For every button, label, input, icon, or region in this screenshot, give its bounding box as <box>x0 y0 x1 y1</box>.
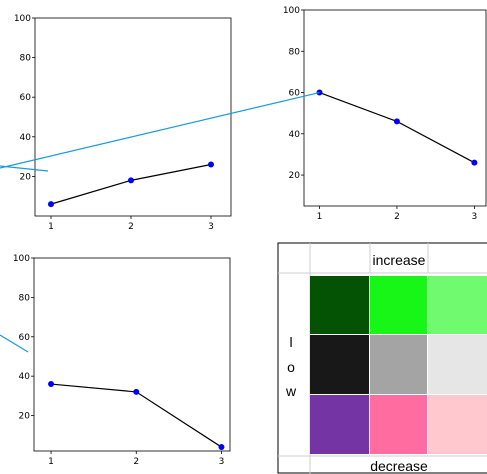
color-cell <box>310 276 369 334</box>
color-cell <box>310 335 369 394</box>
x-tick-label: 3 <box>219 457 225 467</box>
y-tick-label: 60 <box>19 333 31 343</box>
color-cell <box>428 335 487 394</box>
y-tick-label: 80 <box>289 47 301 57</box>
x-tick-label: 2 <box>133 457 139 467</box>
data-point <box>48 201 54 208</box>
line-chart-2: 20 40 60 80 100 1 2 3 <box>283 6 487 222</box>
color-cell <box>370 276 427 334</box>
data-point <box>208 161 214 168</box>
y-tick-label: 100 <box>283 6 300 16</box>
column-header: increase <box>373 252 426 268</box>
y-tick-label: 100 <box>13 254 30 264</box>
plot-frame <box>33 257 231 452</box>
x-tick-label: 3 <box>208 222 214 232</box>
color-cell <box>370 395 427 454</box>
connector-line <box>0 334 29 353</box>
y-tick-label: 40 <box>289 130 301 140</box>
data-point <box>128 177 134 184</box>
data-point <box>48 381 55 388</box>
y-tick-label: 60 <box>289 89 301 99</box>
x-tick-label: 1 <box>317 212 323 222</box>
bottom-label: decrease <box>370 458 428 474</box>
y-tick-label: 80 <box>20 54 32 64</box>
connector-line <box>0 91 320 169</box>
y-tick-label: 40 <box>19 372 31 382</box>
y-tick-label: 20 <box>20 172 32 182</box>
x-tick-label: 1 <box>48 457 54 467</box>
color-cell <box>370 335 427 394</box>
data-point <box>218 444 225 451</box>
y-tick-label: 20 <box>19 412 31 422</box>
line-chart-3: 20 40 60 80 100 1 2 3 <box>13 254 231 467</box>
x-tick-label: 1 <box>48 222 54 232</box>
color-grid-frame <box>277 242 487 474</box>
color-cell <box>428 395 487 454</box>
color-cell <box>428 276 487 334</box>
row-letter-3: w <box>285 383 297 399</box>
y-tick-label: 80 <box>19 293 31 303</box>
y-tick-label: 20 <box>289 171 301 181</box>
data-point <box>133 388 140 395</box>
x-tick-label: 2 <box>394 212 400 222</box>
plot-frame <box>34 17 232 217</box>
y-tick-label: 100 <box>14 14 31 24</box>
y-tick-label: 60 <box>20 93 32 103</box>
color-grid: increase l o w decrease <box>277 242 487 474</box>
row-letter-2: o <box>287 359 295 375</box>
row-letter-1: l <box>289 334 292 350</box>
connector-line <box>0 165 49 172</box>
data-point <box>471 159 478 166</box>
y-tick-label: 40 <box>20 133 32 143</box>
x-tick-label: 2 <box>128 222 134 232</box>
plot-frame <box>303 9 487 207</box>
line-chart-1: 20 40 60 80 100 1 2 3 <box>14 14 232 232</box>
color-cell <box>310 395 369 454</box>
data-point <box>393 118 400 125</box>
x-tick-label: 3 <box>472 212 478 222</box>
